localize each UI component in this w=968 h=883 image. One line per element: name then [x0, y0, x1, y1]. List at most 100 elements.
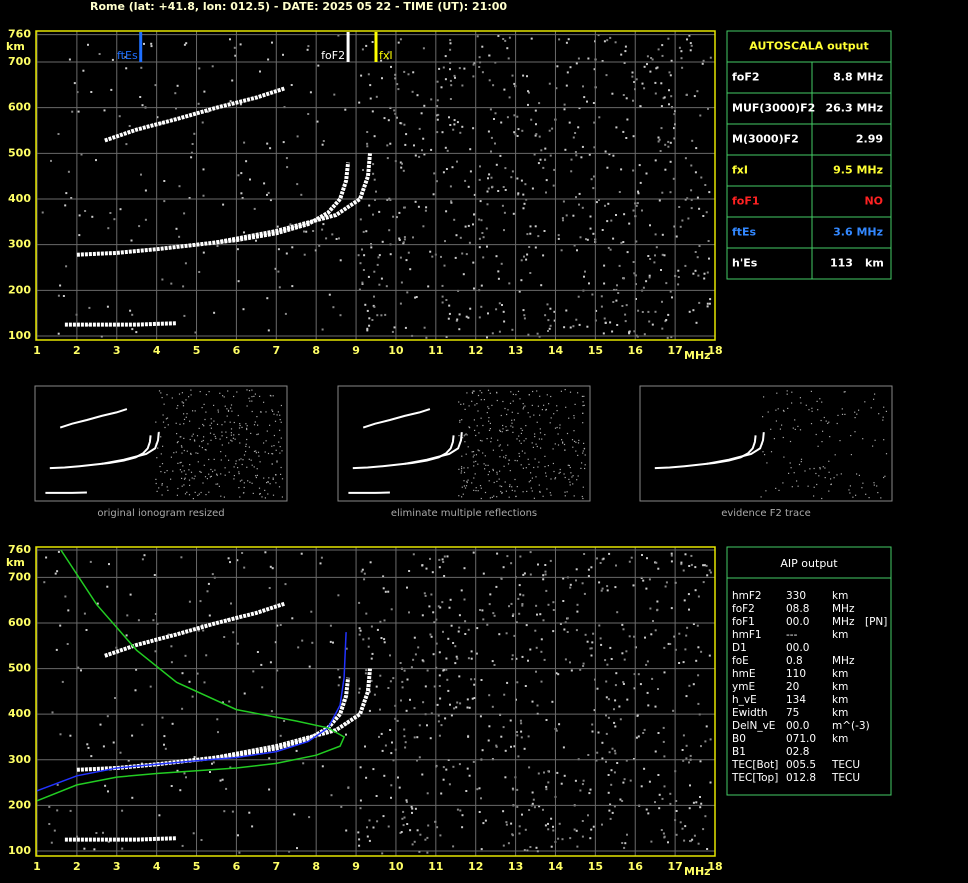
noise-dot	[582, 85, 584, 88]
noise-dot	[405, 259, 408, 262]
noise-dot	[451, 166, 454, 169]
thumbnail-noise	[194, 440, 196, 442]
trace	[216, 153, 372, 245]
y-unit: km	[6, 556, 25, 569]
thumbnail-noise	[278, 486, 281, 488]
noise-dot	[223, 636, 226, 638]
noise-dot	[222, 203, 225, 206]
noise-dot	[106, 715, 109, 718]
noise-dot	[581, 835, 584, 838]
noise-dot	[667, 145, 670, 148]
aip-cell: hmF2	[732, 590, 762, 602]
noise-dot	[651, 677, 654, 680]
thumbnail-noise	[559, 424, 561, 426]
noise-dot	[198, 67, 201, 70]
noise-dot	[681, 219, 684, 222]
noise-dot	[467, 735, 470, 738]
x-tick-label: 14	[548, 344, 564, 357]
aip-cell: 08.8	[786, 603, 809, 615]
noise-dot	[442, 766, 445, 769]
noise-dot	[261, 686, 264, 689]
aip-title: AIP output	[780, 557, 838, 570]
noise-dot	[643, 87, 646, 90]
noise-dot	[184, 262, 187, 265]
noise-dot	[380, 59, 383, 62]
noise-dot	[601, 757, 604, 760]
noise-dot	[606, 589, 609, 592]
noise-dot	[490, 136, 493, 139]
thumbnail-noise	[473, 419, 475, 421]
thumbnail-noise	[843, 391, 845, 393]
noise-dot	[587, 57, 590, 60]
noise-dot	[347, 786, 350, 789]
thumbnail-noise	[500, 490, 502, 493]
noise-dot	[662, 740, 665, 743]
noise-dot	[591, 641, 594, 644]
thumbnail-noise	[808, 409, 810, 411]
trace	[104, 601, 285, 658]
marker-label: fxI	[379, 49, 393, 62]
thumbnail-noise	[544, 434, 546, 436]
noise-dot	[406, 586, 408, 589]
noise-dot	[387, 590, 390, 593]
thumbnail-noise	[509, 470, 511, 472]
thumbnail-noise	[873, 482, 875, 484]
noise-dot	[340, 805, 343, 808]
noise-dot	[372, 163, 375, 166]
aip-cell: [PN]	[865, 616, 887, 628]
aip-cell: 005.5	[786, 759, 816, 771]
noise-dot	[574, 779, 577, 782]
thumbnail-noise	[238, 459, 240, 461]
noise-dot	[626, 698, 629, 701]
thumbnail-noise	[854, 411, 856, 413]
thumbnail-noise	[274, 420, 277, 422]
noise-dot	[389, 199, 392, 201]
thumbnail-noise	[883, 439, 885, 441]
thumbnail-noise	[810, 423, 813, 425]
noise-dot	[625, 97, 628, 100]
thumbnail-noise	[556, 410, 558, 412]
thumbnail-noise	[573, 495, 575, 497]
noise-dot	[622, 94, 625, 96]
noise-dot	[633, 687, 636, 690]
thumbnail-noise	[508, 459, 510, 461]
x-tick-label: 3	[113, 344, 121, 357]
noise-dot	[670, 552, 673, 555]
thumbnail-noise	[166, 394, 168, 396]
noise-dot	[418, 724, 421, 727]
x-tick-label: 11	[428, 344, 443, 357]
noise-dot	[118, 115, 121, 118]
noise-dot	[156, 116, 159, 119]
noise-dot	[589, 837, 592, 840]
noise-dot	[389, 654, 391, 657]
noise-dot	[636, 714, 639, 716]
noise-dot	[363, 572, 366, 575]
noise-dot	[645, 808, 648, 811]
aip-cell: TECU	[831, 772, 860, 784]
thumbnail-noise	[181, 446, 183, 448]
noise-dot	[584, 633, 587, 636]
noise-dot	[491, 705, 494, 708]
noise-dot	[707, 240, 710, 242]
noise-dot	[560, 782, 563, 785]
noise-dot	[69, 734, 72, 737]
noise-dot	[411, 807, 414, 810]
noise-dot	[171, 722, 174, 725]
thumbnail-noise	[162, 421, 165, 423]
noise-dot	[452, 765, 455, 768]
noise-dot	[466, 698, 469, 701]
thumbnail-noise	[176, 433, 178, 435]
x-tick-label: 5	[193, 344, 201, 357]
noise-dot	[284, 583, 287, 586]
noise-dot	[527, 333, 530, 336]
noise-dot	[381, 749, 384, 752]
noise-dot	[277, 270, 280, 273]
thumbnail-noise	[266, 482, 268, 484]
thumbnail-noise	[522, 408, 524, 410]
thumbnail-noise	[214, 469, 216, 471]
thumbnail-noise	[531, 404, 533, 406]
noise-dot	[435, 180, 438, 183]
thumbnail-noise	[539, 491, 541, 493]
noise-dot	[237, 174, 240, 177]
